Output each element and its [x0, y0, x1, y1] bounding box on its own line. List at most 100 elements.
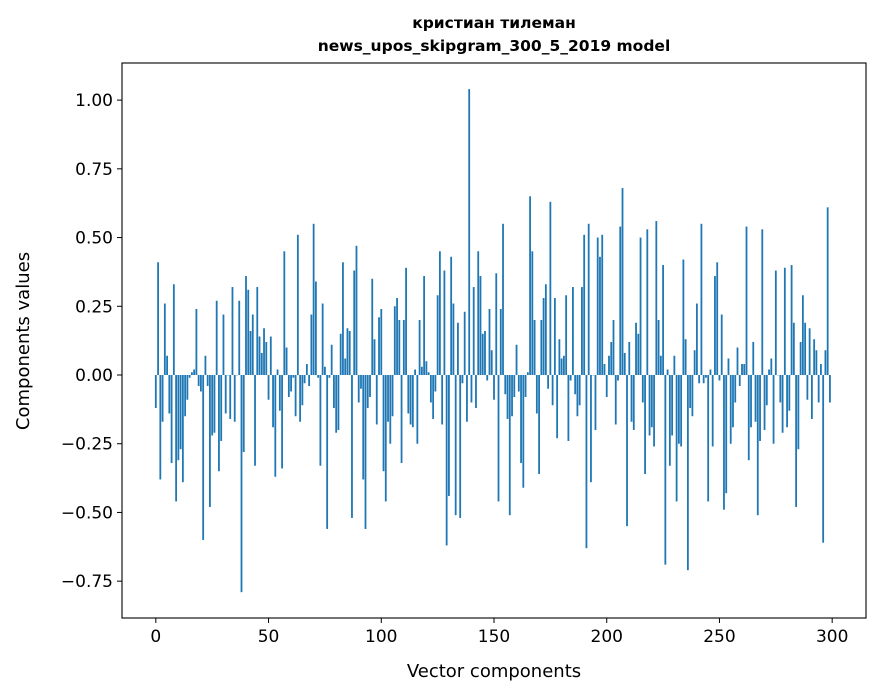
bar-15: [188, 374, 191, 378]
bar-72: [317, 374, 320, 378]
bar-298: [826, 207, 829, 375]
bar-62: [294, 374, 297, 417]
bar-217: [644, 374, 646, 474]
bar-7: [170, 374, 173, 463]
bar-215: [639, 237, 642, 375]
bar-266: [754, 374, 757, 422]
bar-184: [569, 374, 572, 381]
bar-277: [779, 374, 782, 403]
bar-172: [542, 298, 545, 375]
bar-287: [801, 295, 804, 375]
bar-117: [418, 320, 421, 375]
bar-174: [547, 374, 550, 389]
bar-290: [808, 328, 811, 375]
bar-239: [693, 350, 696, 375]
bar-167: [531, 251, 534, 375]
bar-156: [506, 374, 509, 419]
bar-105: [391, 374, 394, 417]
bar-104: [389, 374, 392, 444]
y-tick-label: 1.00: [75, 91, 113, 111]
bar-28: [218, 374, 220, 472]
bar-21: [202, 374, 205, 540]
bar-114: [411, 374, 414, 428]
y-tick-label: 0.25: [75, 297, 113, 317]
bar-68: [308, 374, 311, 386]
bar-143: [477, 251, 480, 375]
bar-5: [166, 355, 168, 375]
bar-116: [416, 374, 419, 444]
bar-252: [723, 374, 725, 510]
bar-10: [177, 374, 180, 461]
bar-55: [278, 374, 281, 411]
bar-226: [664, 374, 667, 565]
bar-261: [743, 364, 746, 375]
bar-211: [630, 374, 633, 422]
bar-11: [179, 374, 182, 450]
bar-82: [339, 333, 342, 375]
bar-187: [576, 374, 579, 417]
bar-208: [623, 353, 626, 375]
y-tick-label: −0.75: [61, 572, 113, 592]
bar-75: [324, 366, 326, 375]
bar-175: [549, 201, 552, 375]
bar-178: [556, 374, 559, 439]
bar-100: [380, 309, 383, 375]
bar-33: [229, 374, 232, 419]
bar-168: [533, 320, 536, 375]
bar-150: [493, 374, 495, 400]
bar-123: [432, 374, 435, 419]
bar-177: [553, 298, 556, 375]
bar-140: [470, 374, 473, 403]
x-tick-label: 100: [365, 627, 397, 647]
bar-157: [508, 374, 511, 516]
bar-171: [540, 320, 543, 375]
bar-240: [696, 303, 698, 375]
bar-57: [283, 251, 286, 375]
bar-190: [583, 234, 586, 375]
bar-63: [296, 234, 299, 375]
bar-19: [197, 374, 200, 386]
bar-152: [497, 374, 500, 502]
bar-229: [671, 374, 674, 436]
bar-98: [375, 374, 378, 425]
bar-299: [829, 374, 831, 403]
bar-109: [400, 374, 403, 463]
bar-103: [387, 374, 389, 422]
bar-146: [484, 331, 486, 375]
bar-209: [626, 374, 628, 527]
bar-129: [445, 374, 448, 546]
bar-206: [619, 226, 622, 375]
bar-149: [490, 350, 493, 375]
bar-154: [502, 223, 504, 375]
x-tick-label: 50: [258, 627, 280, 647]
bar-234: [682, 259, 685, 375]
bar-31: [224, 374, 227, 414]
bar-58: [285, 347, 288, 375]
bar-77: [328, 374, 331, 378]
bar-165: [526, 372, 529, 375]
bar-22: [204, 355, 207, 375]
bar-254: [727, 358, 730, 375]
bar-201: [608, 355, 610, 375]
bar-113: [409, 374, 412, 425]
bar-108: [398, 320, 401, 375]
bar-274: [772, 374, 775, 444]
bar-80: [335, 374, 338, 433]
bar-223: [657, 320, 660, 375]
bar-67: [305, 364, 308, 375]
bar-0: [154, 374, 157, 408]
bar-148: [488, 309, 491, 375]
bar-195: [594, 374, 597, 430]
bar-180: [560, 358, 563, 375]
bar-227: [666, 369, 669, 375]
bar-259: [738, 374, 741, 386]
bar-130: [448, 374, 450, 496]
bar-224: [659, 355, 662, 375]
bar-176: [551, 374, 554, 406]
bar-263: [747, 374, 750, 461]
bar-203: [612, 320, 615, 375]
bar-235: [684, 339, 687, 375]
x-tick-label: 150: [478, 627, 510, 647]
bar-288: [804, 322, 807, 375]
bar-39: [242, 374, 245, 452]
